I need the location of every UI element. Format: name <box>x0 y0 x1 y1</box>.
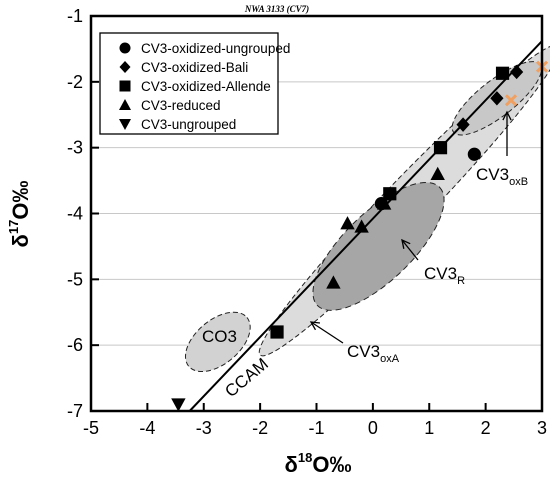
special-marker-stroke <box>504 94 518 107</box>
data-markers <box>171 60 549 412</box>
x-tick-label: -1 <box>308 418 324 438</box>
x-tick-label: 0 <box>368 418 378 438</box>
y-axis-title: δ17O‰ <box>6 181 33 248</box>
axis-ticks: -5 -4 -3 -2 -1 0 1 2 3 -1 -2 -3 -4 -5 -6 -7 <box>67 6 547 438</box>
legend-label: CV3-reduced <box>141 98 221 113</box>
x-tick-label: -3 <box>196 418 212 438</box>
x-tick-label: -4 <box>139 418 155 438</box>
legend-label: CV3-oxidized-Allende <box>141 79 271 94</box>
y-tick-label: -4 <box>67 204 83 224</box>
data-point <box>354 219 369 233</box>
data-point <box>495 66 510 80</box>
x-tick-label: 2 <box>481 418 491 438</box>
region-cv3-r <box>312 182 445 311</box>
data-point <box>383 187 397 201</box>
legend-marker <box>119 42 131 54</box>
arrow-cv3-oxa <box>310 321 344 344</box>
legend: CV3-oxidized-ungrouped CV3-oxidized-Bali C… <box>99 32 290 135</box>
data-point <box>376 196 392 210</box>
x-tick-label: 3 <box>537 418 547 438</box>
reference-lines <box>188 40 543 412</box>
legend-label: CV3-oxidized-ungrouped <box>141 41 290 56</box>
label-cv3-oxa: CV3oxA <box>347 342 400 365</box>
region-co3 <box>184 311 251 373</box>
arrow-cv3-oxb-head <box>502 110 512 121</box>
label-co3: CO3 <box>202 327 237 346</box>
x-tick-label: -5 <box>83 418 99 438</box>
data-point <box>456 117 470 132</box>
legend-label: CV3-oxidized-Bali <box>141 60 248 75</box>
data-point <box>270 325 284 339</box>
ccam-line <box>188 40 543 412</box>
arrow-cv3-oxa-head <box>309 321 321 331</box>
data-point <box>510 64 524 80</box>
x-tick-label: -2 <box>252 418 268 438</box>
legend-marker <box>119 99 131 110</box>
label-cv3-oxb: CV3oxB <box>476 165 528 188</box>
y-tick-label: -6 <box>67 335 83 355</box>
legend-label: CV3-ungrouped <box>141 117 236 132</box>
y-tick-label: -7 <box>67 401 83 421</box>
data-point <box>467 147 481 161</box>
y-tick-label: -5 <box>67 269 83 289</box>
data-point-special <box>504 94 518 107</box>
data-point <box>490 91 504 106</box>
x-axis-title: δ18O‰ <box>285 450 352 477</box>
data-point <box>430 166 445 180</box>
y-tick-label: -1 <box>67 6 83 26</box>
legend-marker <box>119 61 131 73</box>
arrow-cv3-r <box>401 239 419 261</box>
y-tick-label: -3 <box>67 138 83 158</box>
arrow-cv3-r-head <box>401 238 411 249</box>
data-point <box>340 216 355 230</box>
data-point <box>171 398 186 412</box>
y-tick-label: -2 <box>67 72 83 92</box>
chart-title: NWA 3133 (CV7) <box>244 4 309 14</box>
legend-marker <box>119 119 131 130</box>
data-point <box>433 141 448 155</box>
label-cv3-r: CV3R <box>424 264 465 287</box>
legend-marker <box>119 80 131 92</box>
data-point <box>326 275 341 289</box>
x-tick-label: 1 <box>424 418 434 438</box>
